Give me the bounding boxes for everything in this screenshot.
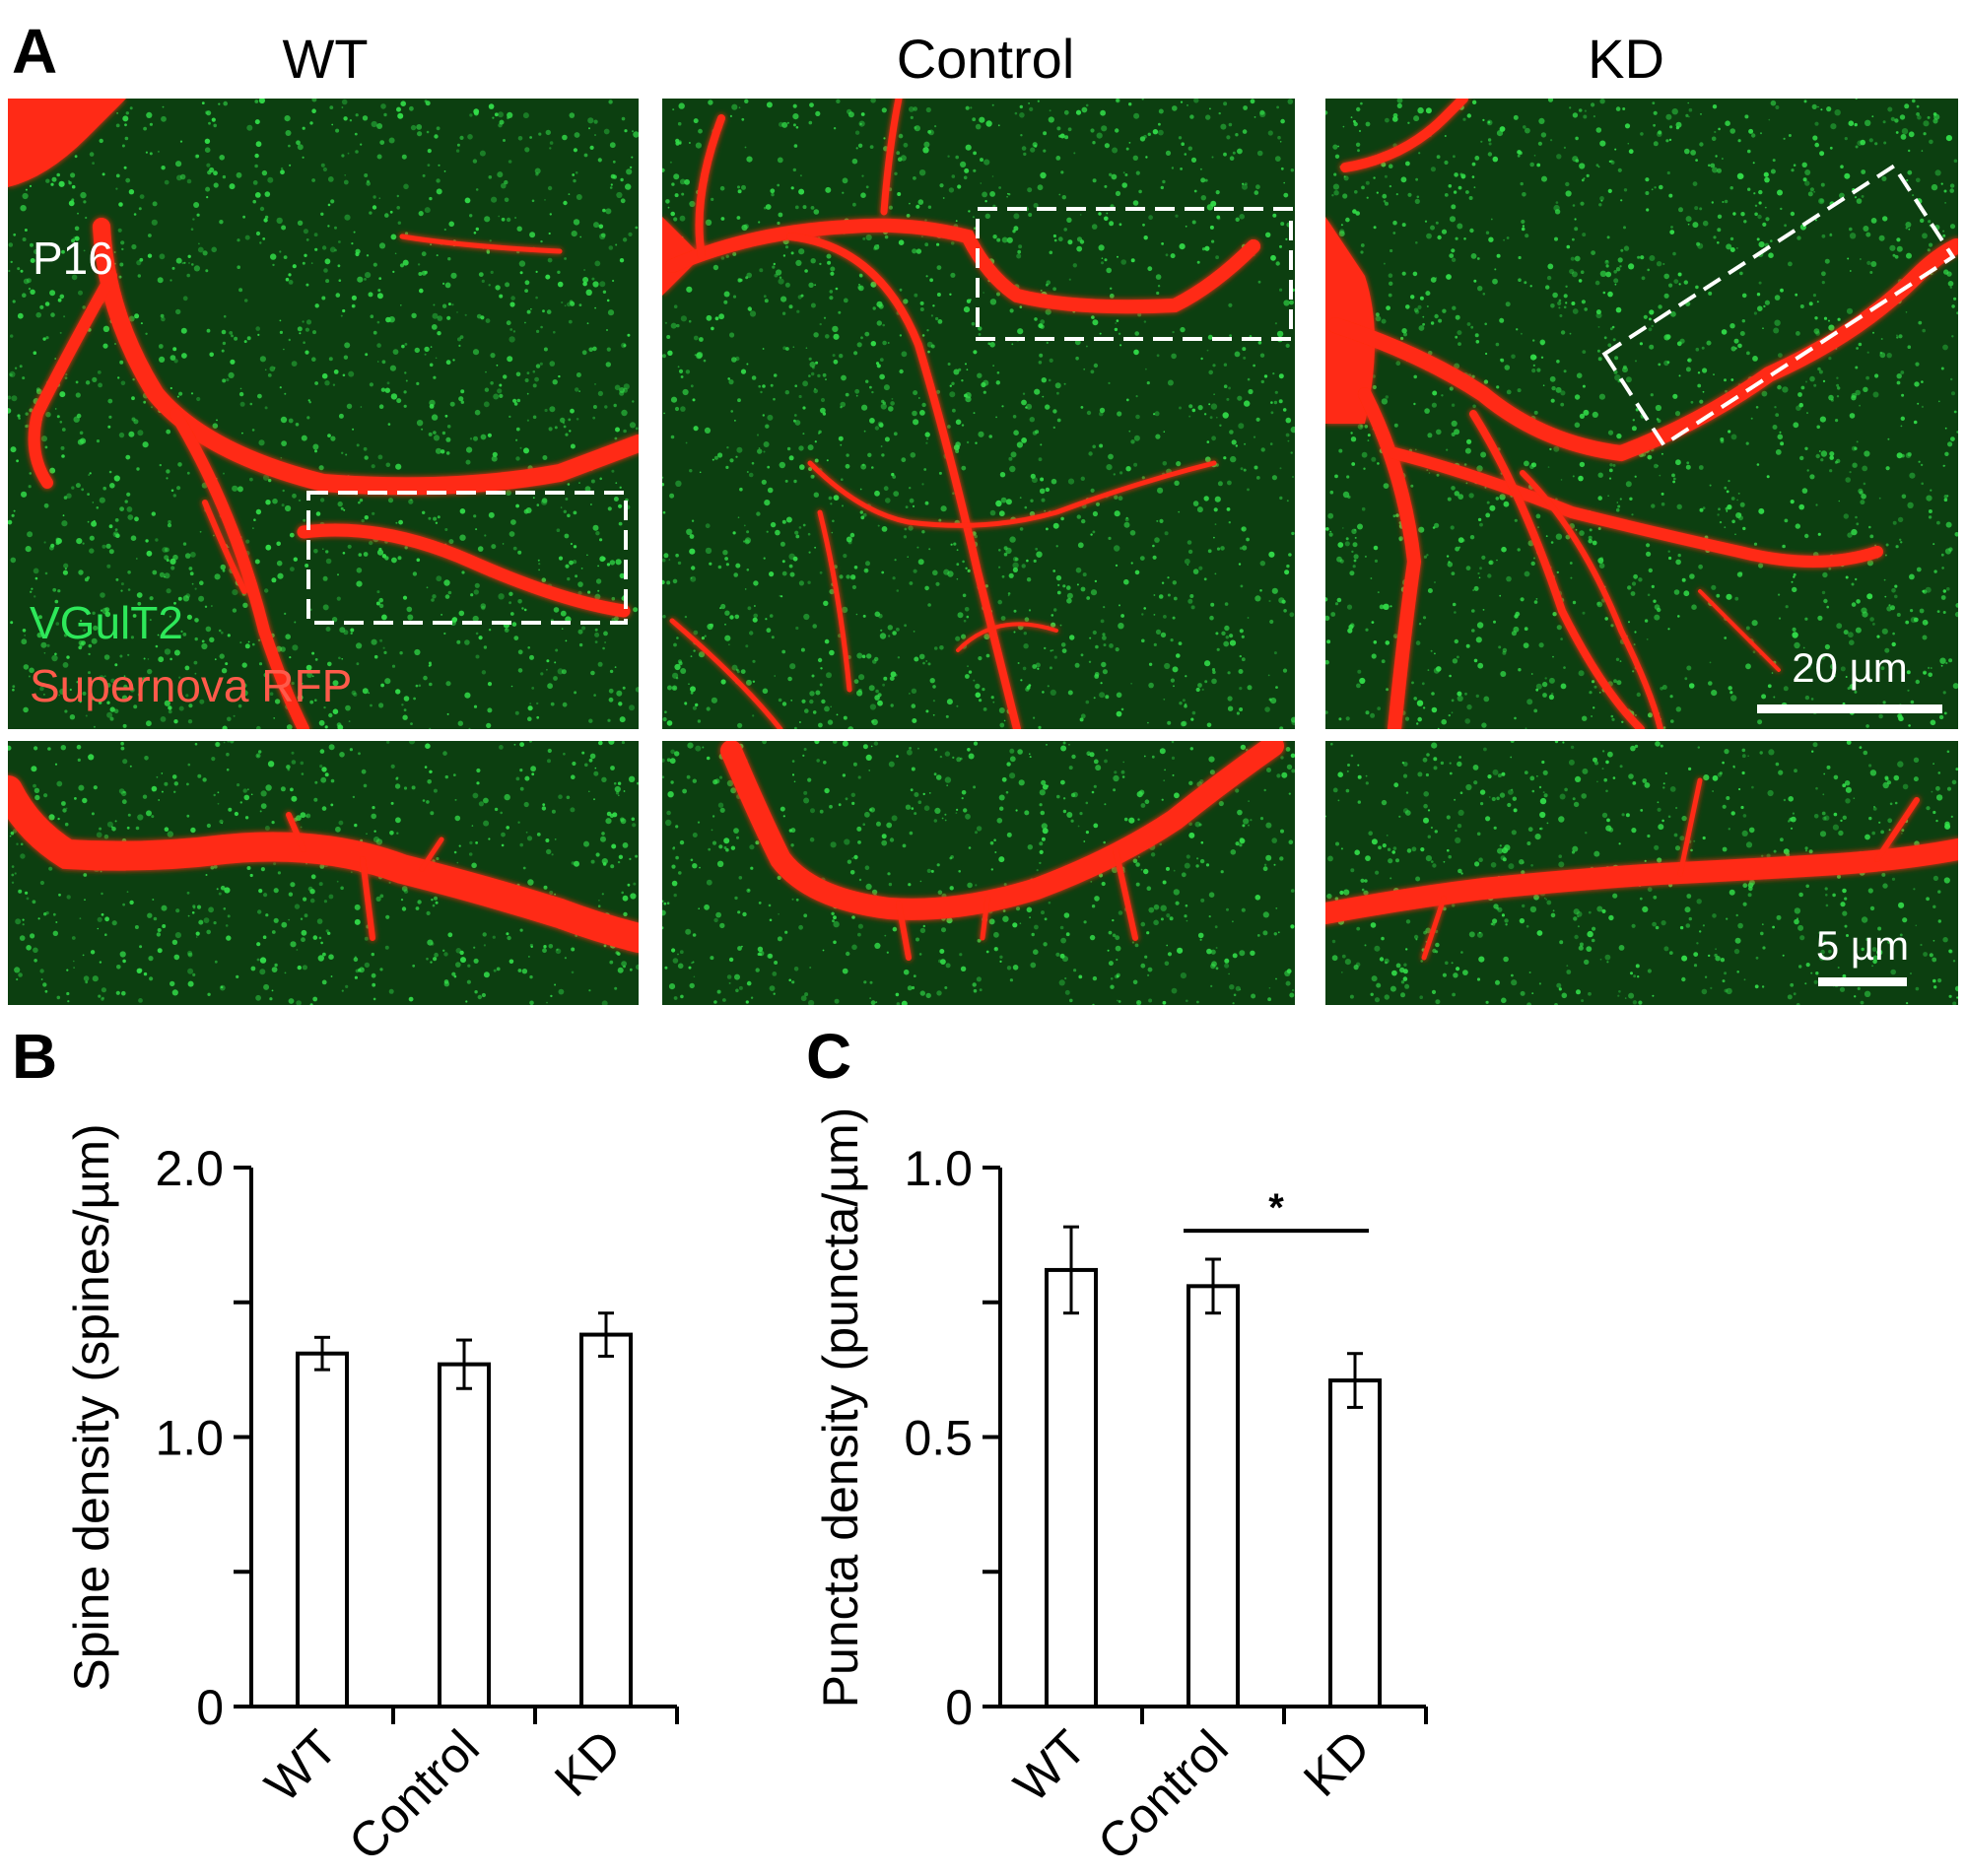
spine-chart-x-tick-label: KD [544, 1719, 632, 1807]
age-label: P16 [33, 233, 113, 284]
puncta-chart-y-axis-label: Puncta density (puncta/µm) [813, 1107, 868, 1708]
red-channel-label: Supernova RFP [30, 660, 352, 711]
micrograph-wt-zoom [8, 741, 639, 1005]
column-title-control: Control [896, 28, 1075, 90]
puncta-chart-x-tick-label: KD [1293, 1719, 1381, 1807]
scale-bar-5um [1818, 977, 1907, 986]
column-title-kd: KD [1588, 28, 1664, 90]
puncta-chart-y-tick-label: 0.5 [904, 1411, 973, 1466]
spine-chart-x-tick-label: Control [338, 1719, 490, 1871]
green-channel-label: VGulT2 [30, 597, 183, 648]
micrograph-kd-zoom: 5 µm [1325, 741, 1958, 1005]
column-title-wt: WT [282, 28, 369, 90]
micrograph-kd-overview: 20 µm [1325, 99, 1958, 729]
panel-c-letter: C [806, 1021, 852, 1092]
puncta-chart-bar-wt [1045, 1267, 1098, 1708]
scale-bar-20um [1757, 704, 1942, 713]
panel-b-letter: B [12, 1021, 58, 1092]
puncta-chart-x-tick-label: WT [1003, 1719, 1097, 1813]
panel-a-letter: A [12, 16, 58, 87]
scale-label-5um: 5 µm [1816, 922, 1909, 969]
puncta-chart-x-tick-label: Control [1087, 1719, 1239, 1871]
spine-chart-bar-kd [579, 1332, 633, 1708]
scale-label-20um: 20 µm [1792, 644, 1908, 691]
puncta-chart-y-tick-label: 1.0 [904, 1141, 973, 1196]
chart-spine-density: Spine density (spines/µm) 0 1.0 2.0 WTContro… [64, 1123, 679, 1871]
puncta-chart-bar-control [1186, 1284, 1240, 1708]
spine-chart-bar-control [438, 1362, 491, 1708]
spine-chart-y-tick-label: 1.0 [155, 1411, 224, 1466]
micrograph-control-overview [662, 99, 1295, 729]
chart-puncta-density: Puncta density (puncta/µm) 0 0.5 1.0 WTContr… [813, 1107, 1428, 1871]
puncta-chart-significance-star: * [1268, 1186, 1284, 1230]
puncta-chart-bar-kd [1328, 1378, 1382, 1708]
spine-chart-y-tick-label: 0 [196, 1680, 224, 1735]
spine-chart-x-tick-label: WT [254, 1719, 348, 1813]
spine-chart-y-axis-label: Spine density (spines/µm) [64, 1123, 119, 1691]
puncta-chart-y-tick-label: 0 [945, 1680, 973, 1735]
micrograph-wt-overview: P16 VGulT2 Supernova RFP [8, 99, 639, 729]
spine-chart-y-tick-label: 2.0 [155, 1141, 224, 1196]
micrograph-control-zoom [662, 741, 1295, 1005]
spine-chart-bar-wt [296, 1351, 349, 1708]
